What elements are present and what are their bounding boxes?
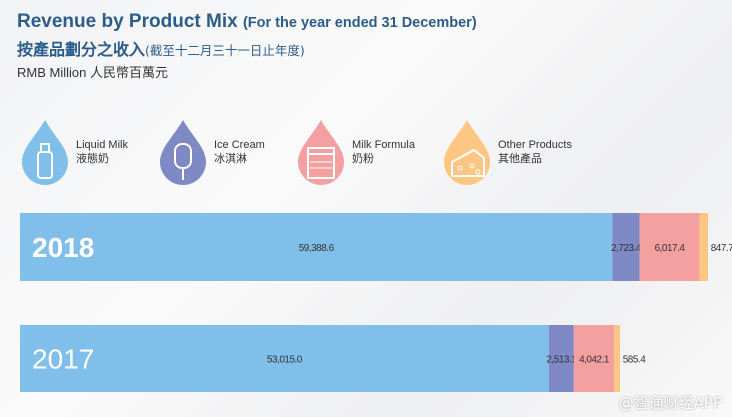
bar-segment [614, 325, 621, 392]
ice-cream-icon [160, 120, 206, 185]
legend-label: Other Products [498, 139, 572, 151]
legend-label: Ice Cream [214, 139, 265, 151]
data-label: 2,513.1 [546, 355, 577, 366]
legend-item: Other Products 其他產品 [442, 118, 572, 186]
legend-label-cn: 其他產品 [498, 153, 542, 165]
legend-label: Liquid Milk [76, 139, 128, 151]
bar-segment [612, 213, 640, 281]
cheese-icon [444, 120, 490, 185]
unit-label: RMB Million 人民幣百萬元 [17, 65, 168, 80]
bar-segment [639, 213, 700, 281]
data-label: 585.4 [623, 355, 646, 366]
legend-item: Ice Cream 冰淇淋 [158, 118, 265, 186]
bar-segment [20, 325, 549, 392]
data-label: 59,388.6 [299, 243, 335, 254]
legend-label-cn: 冰淇淋 [214, 153, 247, 165]
data-label: 2,723.4 [611, 243, 642, 254]
legend-label-cn: 奶粉 [352, 153, 374, 165]
bar-segment [699, 213, 708, 281]
category-label: 2017 [32, 344, 94, 375]
chart-title-cn: 按產品劃分之收入(截至十二月三十一日止年度) [17, 40, 305, 59]
legend-label-cn: 液態奶 [76, 153, 109, 165]
data-label: 4,042.1 [579, 355, 610, 366]
legend-item: Milk Formula 奶粉 [296, 118, 415, 186]
category-label: 2018 [32, 232, 94, 263]
formula-can-icon [298, 120, 344, 185]
milk-bottle-icon [22, 120, 68, 185]
bar-segment [548, 325, 574, 392]
bar-segment [20, 213, 613, 281]
legend-label: Milk Formula [352, 139, 415, 151]
data-label: 847.7 [711, 243, 732, 254]
chart-title: Revenue by Product Mix (For the year end… [17, 11, 477, 32]
data-label: 6,017.4 [655, 243, 686, 254]
bar-segment [573, 325, 615, 392]
data-label: 53,015.0 [267, 355, 303, 366]
watermark: @智通财经APP [618, 394, 722, 412]
legend-item: Liquid Milk 液態奶 [20, 118, 128, 186]
